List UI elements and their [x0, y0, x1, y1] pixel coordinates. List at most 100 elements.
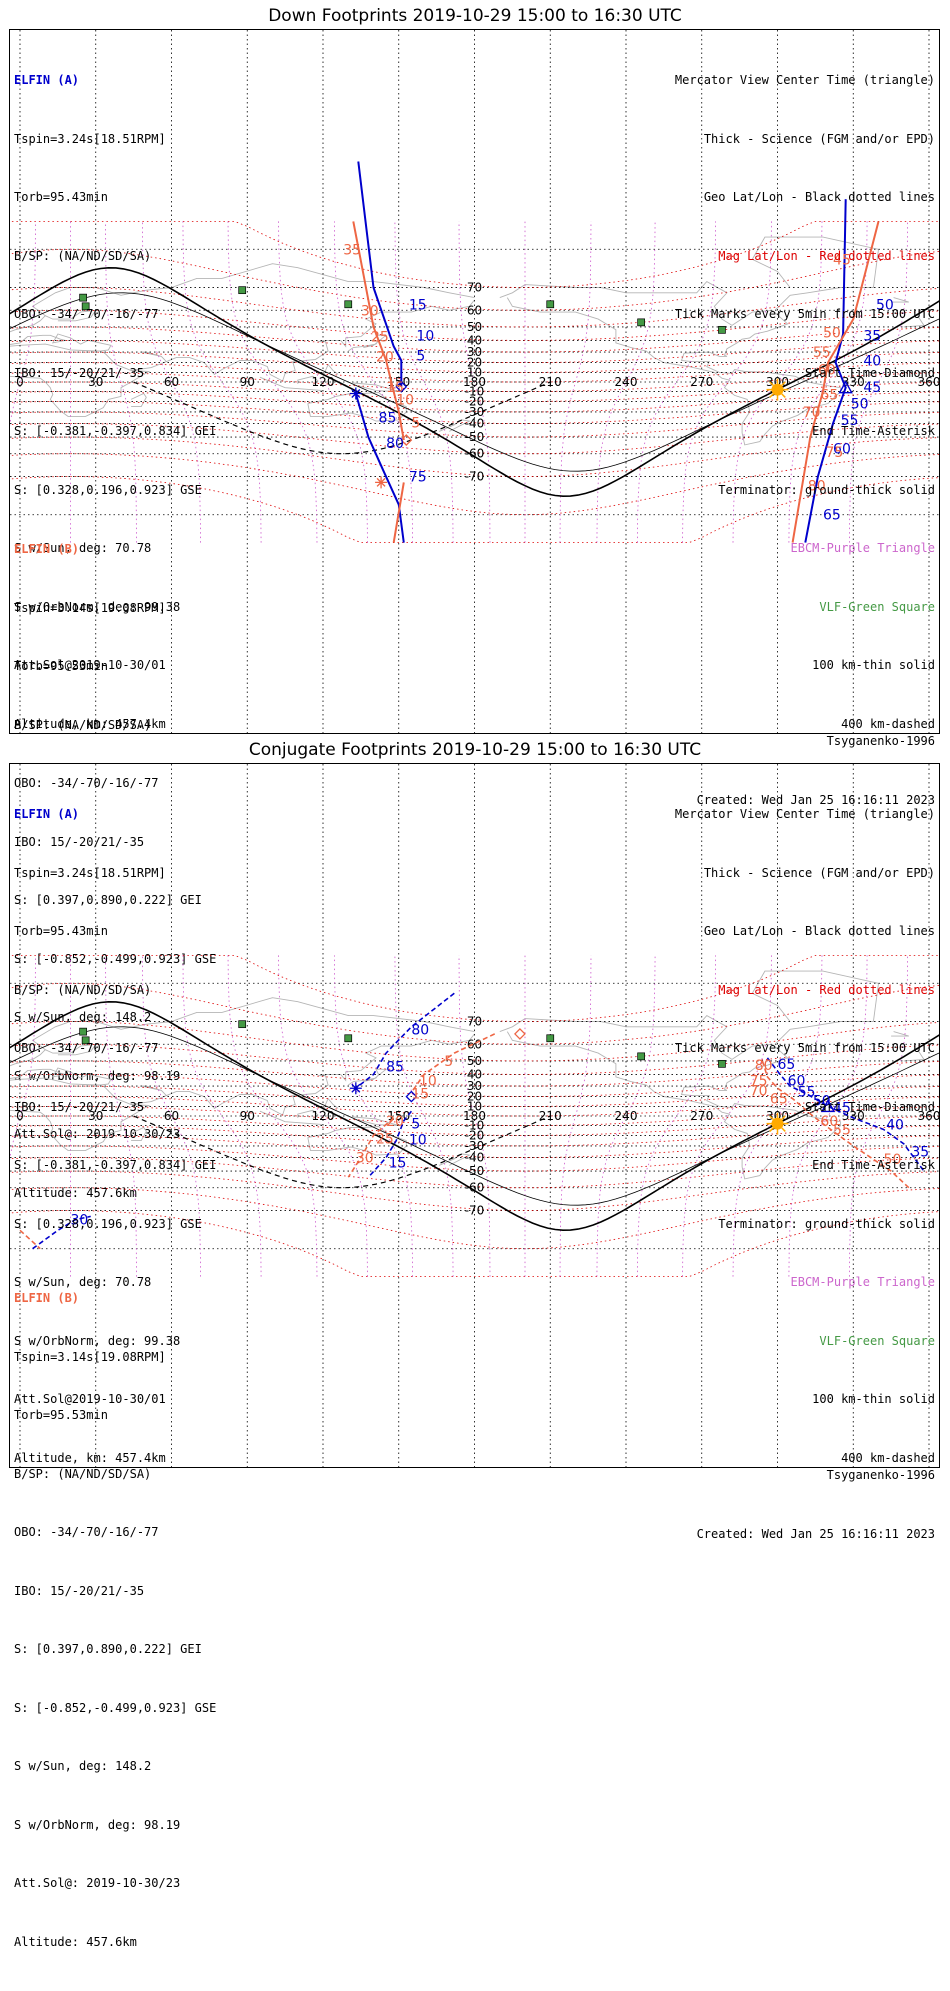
mag-meridian: [596, 955, 656, 1277]
lat-tick-label: 10: [467, 365, 482, 379]
elfin-a-start-diamond: [395, 380, 408, 393]
elfin-b-tick-label: 20: [376, 349, 394, 365]
elfin-a-tick-label: 45: [833, 1100, 851, 1116]
vlf-station-square: [344, 1034, 353, 1043]
coastline: [10, 333, 112, 352]
lon-tick-label: 30: [88, 375, 103, 389]
info-line: S w/Sun, deg: 148.2: [14, 1010, 152, 1024]
lon-tick-label: 90: [240, 375, 255, 389]
elfin-b-tick-label: 70: [803, 405, 821, 421]
legend-mercator: Mercator View Center Time (triangle): [674, 73, 935, 87]
lat-tick-label: -10: [465, 385, 485, 399]
coastline: [131, 351, 168, 371]
lon-tick-label: 180: [463, 375, 486, 389]
mag-parallel: [10, 221, 939, 288]
lat-tick-label: -20: [465, 1128, 485, 1142]
legend-terminator: Terminator: ground-thick solid: [718, 482, 935, 497]
elfin-b-start-diamond: [513, 1027, 526, 1040]
elfin-b-tick-label: 80: [755, 1058, 773, 1074]
elfin-a-tick-label: 40: [863, 354, 881, 370]
info-line: Tspin=3.14s[19.08RPM]: [14, 600, 166, 615]
elfin-a-tick-label: 60: [833, 441, 851, 457]
legend-geo: Geo Lat/Lon - Black dotted lines: [703, 924, 935, 938]
elfin-b-track: [392, 482, 405, 543]
info-line: S w/OrbNorm, deg: 99.38: [14, 1333, 181, 1348]
coastline: [348, 1068, 388, 1086]
mag-parallel: [10, 411, 939, 438]
coastline: [130, 392, 147, 408]
elfin-a-tick-label: 65: [823, 508, 841, 524]
sun-ray: [769, 1115, 774, 1120]
mag-parallel: [10, 1021, 939, 1062]
elfin-a-tick-label: 35: [911, 1145, 929, 1161]
mag-parallel: [10, 326, 939, 353]
panel-title-conjugate: Conjugate Footprints 2019-10-29 15:00 to…: [248, 740, 702, 760]
mag-parallel: [10, 1187, 939, 1250]
vlf-station-square: [79, 293, 87, 302]
lon-tick-label: 240: [615, 375, 638, 389]
elfin-b-tick-label: 70: [750, 1083, 768, 1099]
legend-ebcm: EBCM-Purple Triangle: [790, 541, 936, 555]
terminator-ground: [10, 1000, 939, 1232]
mag-parallel: [10, 1073, 939, 1098]
mag-meridian: [458, 955, 491, 1277]
vlf-station-square: [718, 325, 726, 334]
elfin-a-tick-label: 10: [409, 1133, 427, 1149]
mag-meridian: [227, 221, 318, 543]
coastline: [322, 1097, 339, 1111]
lat-tick-label: -10: [465, 1119, 485, 1133]
info-line: IBO: 15/-20/21/-35: [14, 1583, 145, 1598]
info-line: Torb=95.43min: [14, 924, 108, 938]
sun-disc: [771, 1117, 784, 1130]
elfin-b-track: [352, 221, 405, 441]
elfin-a-tick-label: 85: [379, 411, 397, 427]
mag-parallel: [10, 436, 939, 477]
mag-parallel: [10, 287, 939, 328]
elfin-a-tick-label: 30: [71, 1213, 89, 1229]
info-line: OBO: -34/-70/-16/-77: [14, 307, 159, 321]
mag-meridian: [278, 955, 368, 1277]
legend-ebcm: EBCM-Purple Triangle: [790, 1275, 936, 1289]
elfin-b-tick-label: 75: [825, 445, 843, 461]
coastline: [10, 1067, 112, 1086]
lon-tick-label: 0: [16, 1109, 24, 1123]
elfin-a-tick-label: 50: [876, 297, 894, 313]
lon-tick-label: 360: [918, 1109, 939, 1123]
coastline: [131, 1085, 168, 1105]
mag-parallel: [10, 1060, 939, 1087]
sun-icon: [766, 1112, 789, 1135]
lat-tick-label: 60: [467, 303, 482, 317]
mag-parallel: [10, 351, 939, 373]
mag-parallel: [10, 453, 939, 516]
coastline: [499, 1015, 842, 1180]
lat-tick-label: 40: [467, 333, 482, 347]
mag-parallel: [10, 1125, 939, 1147]
mag-parallel: [10, 1043, 939, 1075]
legend-100km: 100 km-thin solid: [812, 658, 935, 672]
coastline: [45, 1043, 97, 1056]
coastline: [353, 382, 399, 393]
legend-vlf: VLF-Green Square: [819, 599, 935, 614]
elfin-a-info-down: ELFIN (A) Tspin=3.24s[18.51RPM] Torb=95.…: [14, 32, 216, 773]
coastline: [130, 1126, 147, 1142]
vlf-station-square: [81, 302, 90, 311]
elfin-a-tick-label: 35: [863, 328, 881, 344]
elfin-a-track: [367, 1110, 413, 1178]
elfin-a-tick-label: 80: [411, 1022, 429, 1038]
sun-ray: [769, 381, 774, 386]
lat-tick-label: 10: [467, 1099, 482, 1113]
lat-tick-label: -50: [465, 1164, 485, 1178]
elfin-b-tick-label: 65: [820, 387, 838, 403]
map-canvas-conjugate: 0 30 60 90 120 150 180 210 240 270 300 330 360706050…: [10, 764, 939, 1467]
info-line: S: [-0.852,-0.499,0.923] GSE: [14, 951, 217, 966]
elfin-b-info-conjugate: ELFIN (B) Tspin=3.14s[19.08RPM] Torb=95.…: [14, 1250, 216, 1991]
mag-meridian: [142, 955, 201, 1277]
elfin-a-tick-label: 45: [863, 380, 881, 396]
coastline: [45, 309, 97, 322]
map-canvas-down: 0 30 60 90 120 150 180 210 240 270 300 330 360706050…: [10, 30, 939, 733]
created-label: Created: Wed Jan 25 16:16:11 2023: [696, 792, 935, 807]
info-line: B/SP: (NA/ND/SD/SA): [14, 717, 152, 732]
model-label: Tsyganenko-1996: [826, 734, 935, 748]
mag-parallel: [10, 362, 939, 383]
lat-tick-label: 60: [467, 1037, 482, 1051]
